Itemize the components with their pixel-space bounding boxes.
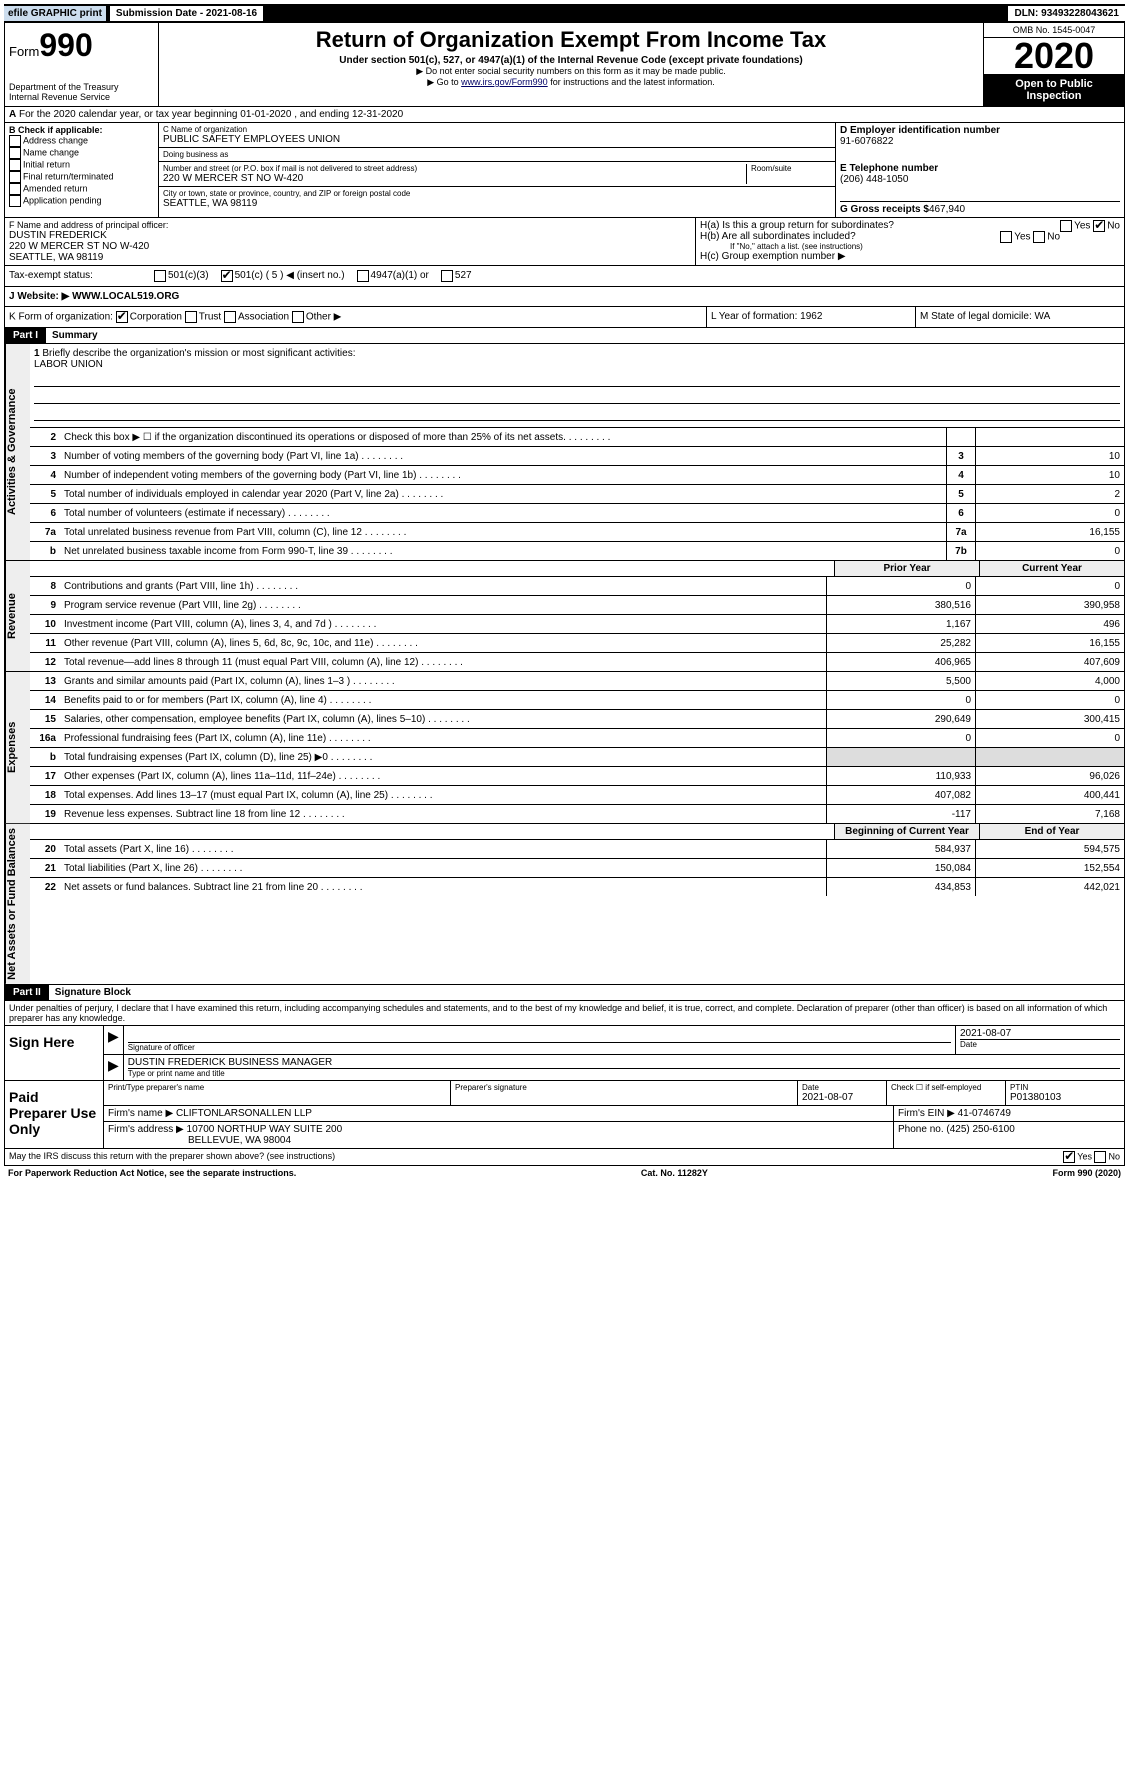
section-governance: Activities & Governance 1 Briefly descri…	[4, 344, 1125, 561]
part-1-header: Part I Summary	[4, 328, 1125, 344]
sign-here-section: Sign Here ▶ Signature of officer 2021-08…	[4, 1026, 1125, 1081]
table-row: 13Grants and similar amounts paid (Part …	[30, 672, 1124, 691]
officer-signature-name: DUSTIN FREDERICK BUSINESS MANAGER	[128, 1057, 1120, 1068]
col-c-org-info: C Name of organization PUBLIC SAFETY EMP…	[159, 123, 835, 217]
section-revenue: Revenue Prior Year Current Year 8Contrib…	[4, 561, 1125, 672]
perjury-statement: Under penalties of perjury, I declare th…	[4, 1001, 1125, 1026]
part-2-header: Part II Signature Block	[4, 985, 1125, 1001]
table-row: 15Salaries, other compensation, employee…	[30, 710, 1124, 729]
table-row: 9Program service revenue (Part VIII, lin…	[30, 596, 1124, 615]
section-expenses: Expenses 13Grants and similar amounts pa…	[4, 672, 1125, 824]
open-public: Open to Public Inspection	[984, 74, 1124, 106]
footer-paperwork: For Paperwork Reduction Act Notice, see …	[4, 1166, 1125, 1180]
chk-final[interactable]: Final return/terminated	[9, 171, 154, 183]
table-row: bTotal fundraising expenses (Part IX, co…	[30, 748, 1124, 767]
table-row: 12Total revenue—add lines 8 through 11 (…	[30, 653, 1124, 671]
table-row: 2Check this box ▶ ☐ if the organization …	[30, 428, 1124, 447]
row-a-period: A For the 2020 calendar year, or tax yea…	[4, 107, 1125, 123]
chk-address[interactable]: Address change	[9, 135, 154, 147]
form-number: Form990	[9, 27, 154, 64]
table-row: 16aProfessional fundraising fees (Part I…	[30, 729, 1124, 748]
table-row: 10Investment income (Part VIII, column (…	[30, 615, 1124, 634]
table-row: 22Net assets or fund balances. Subtract …	[30, 878, 1124, 896]
top-bar: efile GRAPHIC print Submission Date - 20…	[4, 4, 1125, 22]
table-row: 21Total liabilities (Part X, line 26)150…	[30, 859, 1124, 878]
efile-label[interactable]: efile GRAPHIC print	[4, 6, 106, 21]
paid-preparer-section: Paid Preparer Use Only Print/Type prepar…	[4, 1081, 1125, 1149]
irs-label: Internal Revenue Service	[9, 92, 154, 102]
irs-link[interactable]: www.irs.gov/Form990	[461, 77, 548, 87]
col-d-ein-phone: D Employer identification number 91-6076…	[835, 123, 1124, 217]
chk-pending[interactable]: Application pending	[9, 195, 154, 207]
tax-year: 2020	[984, 38, 1124, 74]
table-row: 4Number of independent voting members of…	[30, 466, 1124, 485]
row-klm: K Form of organization: Corporation Trus…	[4, 307, 1125, 328]
section-net-assets: Net Assets or Fund Balances Beginning of…	[4, 824, 1125, 985]
ein: 91-6076822	[840, 136, 1120, 147]
row-f-h: F Name and address of principal officer:…	[4, 218, 1125, 266]
table-row: 8Contributions and grants (Part VIII, li…	[30, 577, 1124, 596]
table-row: 19Revenue less expenses. Subtract line 1…	[30, 805, 1124, 823]
org-address: 220 W MERCER ST NO W-420	[163, 173, 746, 184]
gross-receipts: 467,940	[929, 204, 965, 215]
form-header: Form990 Department of the Treasury Inter…	[4, 22, 1125, 107]
form-title: Return of Organization Exempt From Incom…	[165, 27, 977, 53]
dept-treasury: Department of the Treasury	[9, 82, 154, 92]
table-row: 5Total number of individuals employed in…	[30, 485, 1124, 504]
dln: DLN: 93493228043621	[1008, 6, 1125, 21]
phone: (206) 448-1050	[840, 174, 1120, 185]
officer-name: DUSTIN FREDERICK	[9, 230, 691, 241]
table-row: 17Other expenses (Part IX, column (A), l…	[30, 767, 1124, 786]
note-ssn: ▶ Do not enter social security numbers o…	[165, 66, 977, 77]
discuss-row: May the IRS discuss this return with the…	[4, 1149, 1125, 1166]
form-subtitle: Under section 501(c), 527, or 4947(a)(1)…	[165, 55, 977, 66]
line-1-mission: 1 Briefly describe the organization's mi…	[30, 344, 1124, 428]
table-row: 14Benefits paid to or for members (Part …	[30, 691, 1124, 710]
table-row: 6Total number of volunteers (estimate if…	[30, 504, 1124, 523]
table-row: 3Number of voting members of the governi…	[30, 447, 1124, 466]
row-tax-status: Tax-exempt status: 501(c)(3) 501(c) ( 5 …	[4, 266, 1125, 287]
website-url: WWW.LOCAL519.ORG	[72, 291, 179, 302]
col-b-checkboxes: B Check if applicable: Address change Na…	[5, 123, 159, 217]
table-row: 7aTotal unrelated business revenue from …	[30, 523, 1124, 542]
table-row: 11Other revenue (Part VIII, column (A), …	[30, 634, 1124, 653]
firm-name: CLIFTONLARSONALLEN LLP	[176, 1108, 312, 1119]
block-b-through-g: B Check if applicable: Address change Na…	[4, 123, 1125, 218]
org-name: PUBLIC SAFETY EMPLOYEES UNION	[163, 134, 831, 145]
chk-name[interactable]: Name change	[9, 147, 154, 159]
table-row: 18Total expenses. Add lines 13–17 (must …	[30, 786, 1124, 805]
chk-amended[interactable]: Amended return	[9, 183, 154, 195]
chk-initial[interactable]: Initial return	[9, 159, 154, 171]
table-row: bNet unrelated business taxable income f…	[30, 542, 1124, 560]
note-link: ▶ Go to www.irs.gov/Form990 for instruct…	[165, 77, 977, 88]
org-city: SEATTLE, WA 98119	[163, 198, 831, 209]
row-website: J Website: ▶ WWW.LOCAL519.ORG	[4, 287, 1125, 307]
table-row: 20Total assets (Part X, line 16)584,9375…	[30, 840, 1124, 859]
submission-date: Submission Date - 2021-08-16	[110, 6, 263, 21]
